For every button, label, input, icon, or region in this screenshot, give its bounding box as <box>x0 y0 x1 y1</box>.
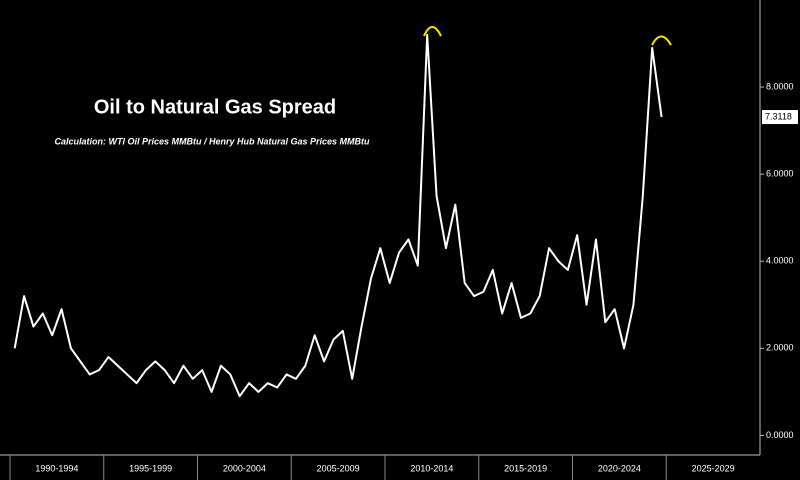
x-tick-label: 2000-2004 <box>223 463 266 473</box>
x-tick-label: 2025-2029 <box>692 463 735 473</box>
x-tick-label: 2005-2009 <box>317 463 360 473</box>
peak-annotation <box>423 26 442 37</box>
y-tick-label: 6.0000 <box>766 169 794 179</box>
last-value-label: 7.3118 <box>765 111 792 121</box>
x-tick-label: 2015-2019 <box>504 463 547 473</box>
y-tick-label: 8.0000 <box>766 81 794 91</box>
x-tick-label: 1990-1994 <box>35 463 78 473</box>
peak-annotation <box>651 35 672 46</box>
line-series <box>13 33 663 398</box>
chart-title: Oil to Natural Gas Spread <box>94 96 336 118</box>
x-tick-label: 2020-2024 <box>598 463 641 473</box>
y-tick-label: 2.0000 <box>766 343 794 353</box>
y-tick-label: 4.0000 <box>766 256 794 266</box>
last-value-box <box>762 110 798 125</box>
y-tick-label: 0.0000 <box>766 430 794 440</box>
chart-subtitle: Calculation: WTI Oil Prices MMBtu / Henr… <box>54 136 370 146</box>
x-tick-label: 1995-1999 <box>129 463 172 473</box>
x-tick-label: 2010-2014 <box>410 463 453 473</box>
